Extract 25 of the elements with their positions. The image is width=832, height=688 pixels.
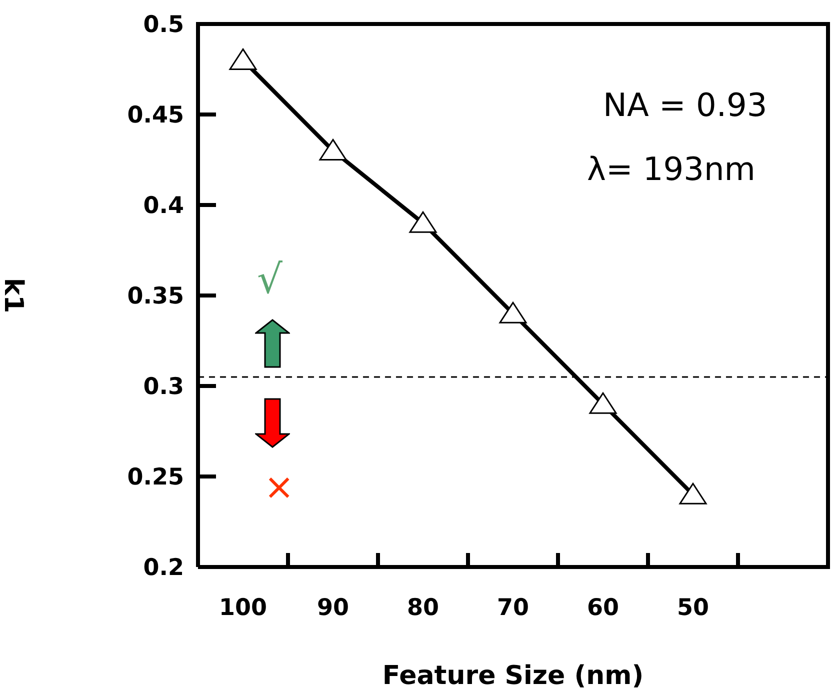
x-tick-label: 90 bbox=[316, 595, 350, 621]
point bbox=[319, 138, 347, 160]
annotation: NA = 0.93 bbox=[603, 86, 768, 124]
y-tick-label: 0.45 bbox=[127, 102, 184, 128]
y-tick-label: 0.3 bbox=[143, 374, 184, 400]
y-tick-label: 0.4 bbox=[143, 193, 184, 219]
annotation: λ= 193nm bbox=[587, 150, 756, 188]
x-tick-label: 70 bbox=[496, 595, 530, 621]
point bbox=[589, 392, 617, 414]
x-axis-title: Feature Size (nm) bbox=[382, 661, 644, 688]
y-tick-label: 0.35 bbox=[127, 284, 184, 310]
annotation: × bbox=[264, 466, 294, 510]
point bbox=[229, 48, 257, 70]
y-tick-label: 0.5 bbox=[143, 12, 184, 38]
y-tick-label: 0.25 bbox=[127, 464, 184, 490]
annotation: √ bbox=[257, 256, 282, 304]
x-tick-label: 80 bbox=[406, 595, 440, 621]
x-tick-label: 100 bbox=[218, 595, 268, 621]
point bbox=[409, 211, 437, 233]
y-tick-label: 0.2 bbox=[143, 555, 184, 581]
x-tick-label: 60 bbox=[586, 595, 620, 621]
x-tick-label: 50 bbox=[676, 595, 710, 621]
y-axis-title: k1 bbox=[0, 278, 28, 314]
point bbox=[499, 302, 527, 324]
point bbox=[679, 482, 707, 504]
